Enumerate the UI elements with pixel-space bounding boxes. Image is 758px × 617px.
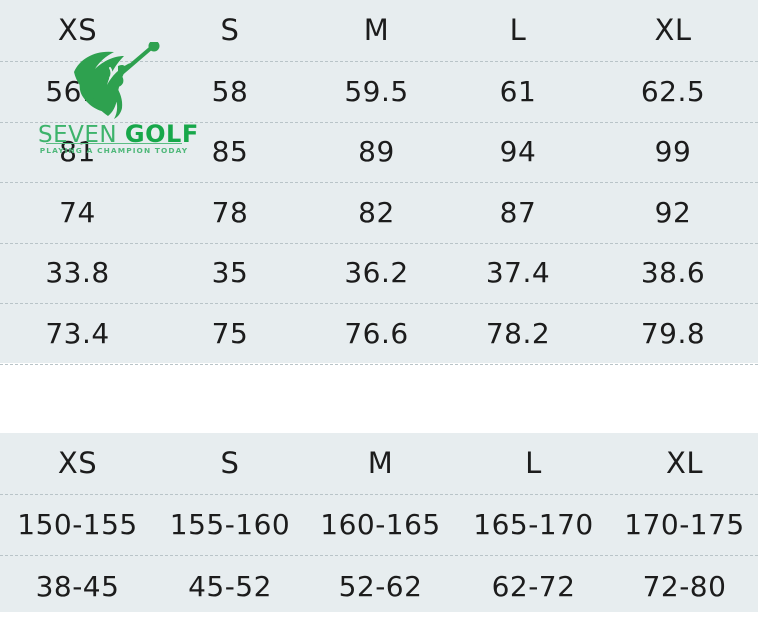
table-two-cell: 155-160 — [169, 508, 291, 541]
table-one-cell: 38.6 — [640, 256, 706, 290]
table-two-header-xl: XL — [665, 446, 704, 480]
body-range-table: XS S M L XL 150-155 155-160 160-165 165-… — [0, 433, 758, 612]
table-one-cell: 89 — [358, 135, 395, 169]
table-row: 73.4 75 76.6 78.2 79.8 — [0, 304, 758, 365]
table-one-cell: 37.4 — [485, 256, 551, 290]
table-one-cell: 61 — [499, 74, 537, 108]
table-one-cell: 75 — [211, 316, 249, 350]
table-one-header-m: M — [363, 13, 390, 47]
table-two-header-s: S — [220, 446, 240, 480]
table-one-cell: 33.8 — [45, 256, 110, 290]
table-one-cell: 78.2 — [485, 316, 551, 350]
table-two-cell: 165-170 — [473, 508, 594, 541]
table-one-header-xs: XS — [57, 13, 98, 47]
table-one-header-xl: XL — [654, 13, 692, 47]
table-one-cell: 73.4 — [45, 316, 110, 350]
table-one-cell: 99 — [654, 135, 692, 169]
table-header-row: XS S M L XL — [0, 433, 758, 495]
table-one-cell: 85 — [211, 135, 249, 169]
table-row: 81 85 89 94 99 — [0, 123, 758, 183]
table-header-row: XS S M L XL — [0, 0, 758, 62]
table-two-header-xs: XS — [57, 446, 98, 480]
table-one-cell: 79.8 — [640, 316, 706, 350]
table-one-cell: 92 — [654, 195, 692, 229]
table-row: 56.5 58 59.5 61 62.5 — [0, 62, 758, 123]
garment-measurement-table: XS S M L XL 56.5 58 59.5 61 62.5 81 85 8… — [0, 0, 758, 365]
table-one-cell: 76.6 — [344, 316, 409, 350]
table-row: 38-45 45-52 52-62 62-72 72-80 — [0, 556, 758, 617]
table-two-cell: 52-62 — [338, 569, 423, 603]
table-row: 74 78 82 87 92 — [0, 183, 758, 244]
table-one-cell: 35 — [211, 256, 249, 290]
table-one-cell: 82 — [358, 195, 395, 229]
table-one-cell: 78 — [211, 195, 249, 229]
table-two-cell: 150-155 — [17, 508, 138, 541]
table-one-cell: 81 — [59, 135, 96, 169]
table-two-header-l: L — [525, 446, 542, 480]
table-one-cell: 74 — [59, 195, 96, 229]
table-one-cell: 62.5 — [640, 74, 706, 108]
table-one-header-s: S — [220, 13, 240, 47]
table-one-cell: 94 — [499, 135, 537, 169]
table-one-header-l: L — [509, 13, 527, 47]
table-two-header-m: M — [367, 446, 394, 480]
table-row: 150-155 155-160 160-165 165-170 170-175 — [0, 495, 758, 556]
table-two-cell: 62-72 — [491, 569, 576, 603]
table-two-cell: 72-80 — [642, 569, 727, 603]
table-one-cell: 36.2 — [344, 256, 409, 290]
table-row: 33.8 35 36.2 37.4 38.6 — [0, 244, 758, 304]
table-one-cell: 59.5 — [344, 74, 409, 108]
table-two-cell: 45-52 — [188, 569, 272, 603]
table-two-cell: 38-45 — [35, 569, 120, 603]
table-two-cell: 170-175 — [624, 508, 745, 541]
table-one-cell: 58 — [211, 74, 249, 108]
table-one-cell: 87 — [499, 195, 537, 229]
table-one-cell: 56.5 — [45, 74, 110, 108]
table-two-cell: 160-165 — [320, 508, 441, 541]
